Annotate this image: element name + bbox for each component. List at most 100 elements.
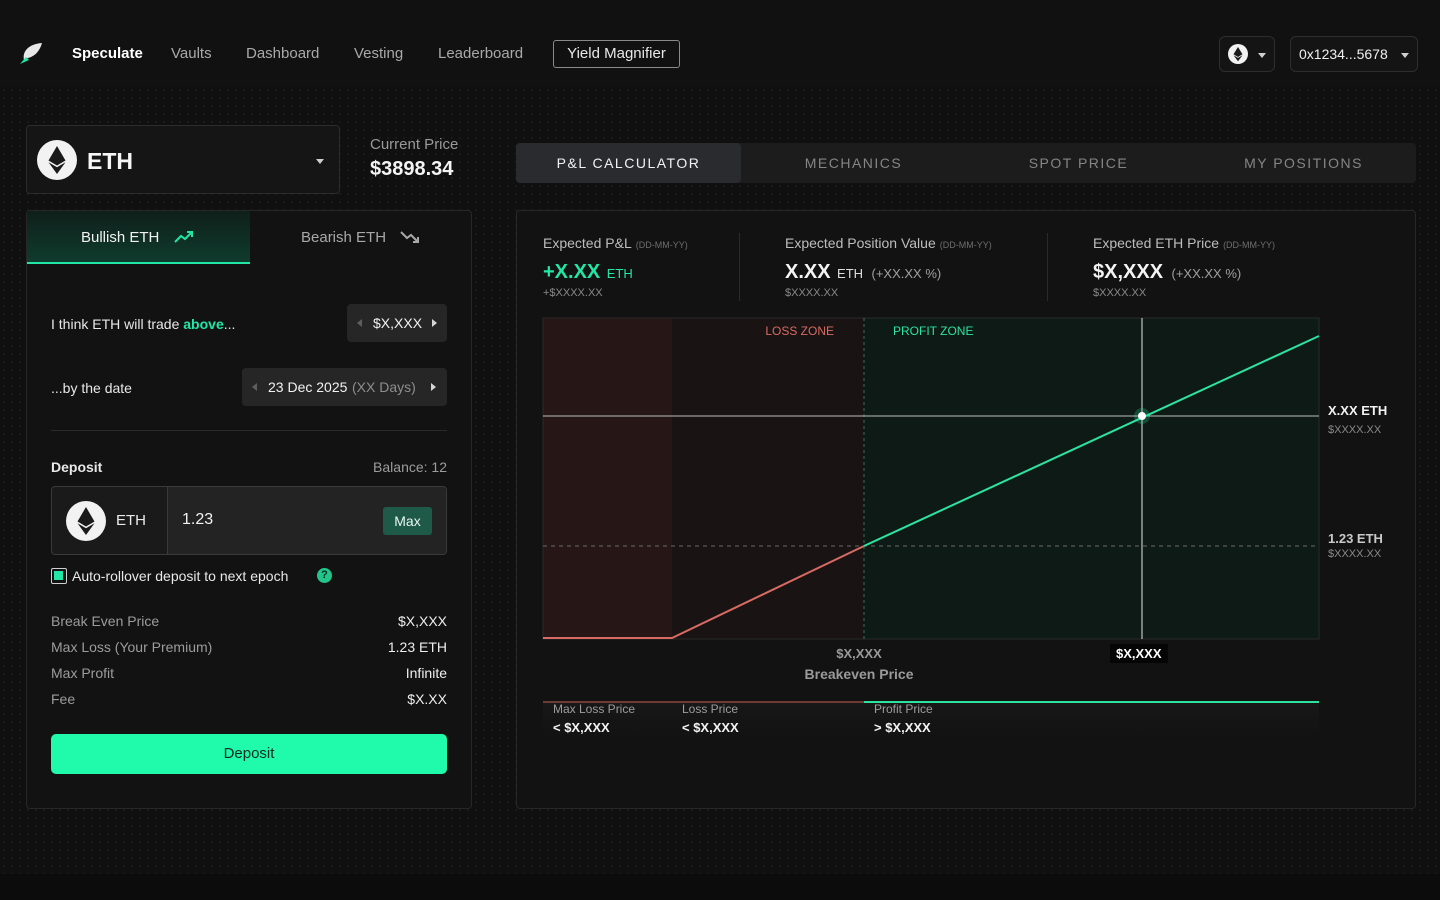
tab-spot-price[interactable]: SPOT PRICE [1028,155,1129,171]
loss-price-cell: Loss Price < $X,XXX [682,702,739,750]
trend-up-icon [174,231,193,243]
chart-frame [542,317,1320,640]
expected-pnl-amount: +X.XX [543,261,601,283]
expected-position-date: (DD-MM-YY) [939,240,992,250]
expiry-date-stepper[interactable]: 23 Dec 2025 (XX Days) [242,368,447,406]
summary-value-max-loss: 1.23 ETH [387,639,447,655]
profit-price-label: Profit Price [874,702,933,716]
checkbox-check-mark [54,571,63,580]
trend-down-icon [400,231,419,243]
pnl-payoff-chart[interactable]: LOSS ZONE PROFIT ZONE X.XX ETH $XXXX.XX … [517,211,1415,808]
trade-direction-text: I think ETH will trade above... [51,316,235,332]
app-logo-icon[interactable] [18,40,44,66]
wallet-account-button[interactable]: 0x1234...5678 [1290,36,1418,72]
deposit-amount-value: 1.23 [182,511,214,528]
max-loss-price-value: < $X,XXX [553,720,610,735]
deposit-amount-input[interactable]: 1.23 Max [168,487,446,554]
loss-price-label: Loss Price [682,702,739,716]
strike-price-stepper[interactable]: $X,XXX [347,304,447,342]
selected-point-handle[interactable] [1138,412,1146,420]
max-button[interactable]: Max [383,507,432,535]
expected-position-value: X.XX ETH (+XX.XX %) [785,261,941,284]
nav-leaderboard[interactable]: Leaderboard [438,45,524,62]
expected-position-pct: (+XX.XX %) [871,266,942,281]
expected-position-unit: ETH [837,266,864,281]
loss-price-value: < $X,XXX [682,720,739,735]
ethereum-icon [37,140,77,180]
max-loss-price-label: Max Loss Price [553,702,636,716]
nav-dashboard[interactable]: Dashboard [246,45,320,62]
loss-region [672,318,864,639]
breakeven-axis-label: Breakeven Price [805,666,914,682]
summary-value-break-even: $X,XXX [397,613,447,629]
chevron-down-icon [1401,53,1409,58]
profit-price-cell: Profit Price > $X,XXX [874,702,933,750]
profit-region [864,318,1319,639]
summary-value-max-profit: Infinite [405,665,447,681]
loss-zone-label: LOSS ZONE [765,324,834,338]
date-label: ...by the date [51,380,132,396]
expected-position-title: Expected Position Value (DD-MM-YY) [785,235,992,251]
help-icon[interactable]: ? [317,568,332,583]
deposit-asset-label: ETH [116,512,146,529]
tab-mechanics[interactable]: MECHANICS [804,155,903,171]
nav-speculate[interactable]: Speculate [72,45,143,62]
top-navigation-bar: Speculate Vaults Dashboard Vesting Leade… [0,0,1440,86]
next-date-icon[interactable] [431,383,436,391]
expected-pnl-title-text: Expected P&L [543,235,632,251]
summary-label-break-even: Break Even Price [51,613,160,629]
tab-pnl-calculator[interactable]: P&L CALCULATOR [516,143,741,183]
max-loss-region [543,318,672,639]
tab-bullish-label: Bullish ETH [81,229,160,246]
deposit-label: Deposit [51,459,103,475]
previous-date-icon[interactable] [252,383,257,391]
tab-my-positions[interactable]: MY POSITIONS [1244,155,1363,171]
selected-price-tick: $X,XXX [1110,644,1168,663]
auto-rollover-checkbox[interactable] [51,568,67,584]
trade-suffix: ... [223,316,236,332]
tab-bullish[interactable]: Bullish ETH [27,211,250,264]
chart-tab-bar: P&L CALCULATOR MECHANICS SPOT PRICE MY P… [516,143,1416,183]
expected-eth-price-usd: $XXXX.XX [1093,287,1147,299]
strike-price-value: $X,XXX [373,315,423,331]
selected-value-eth-label: X.XX ETH [1328,403,1387,418]
zone-bar-background [543,702,1319,752]
loss-payoff-line [543,545,865,639]
profit-zone-label: PROFIT ZONE [893,324,973,338]
decrease-arrow-icon[interactable] [357,319,362,327]
expected-eth-price-amount: $X,XXX [1093,261,1164,283]
auto-rollover-label: Auto-rollover deposit to next epoch [72,568,289,584]
deposit-button[interactable]: Deposit [51,734,447,774]
network-selector[interactable] [1219,36,1275,72]
stat-divider [1047,233,1048,301]
expected-position-usd: $XXXX.XX [785,287,839,299]
max-loss-price-cell: Max Loss Price < $X,XXX [553,702,635,750]
input-separator [167,487,168,554]
chevron-down-icon [316,159,324,164]
trade-prefix: I think ETH will trade [51,316,184,332]
expected-eth-price-title-text: Expected ETH Price [1093,235,1220,251]
increase-arrow-icon[interactable] [432,319,437,327]
summary-label-max-loss: Max Loss (Your Premium) [51,639,213,655]
tab-bearish[interactable]: Bearish ETH [250,211,472,264]
nav-yield-magnifier[interactable]: Yield Magnifier [553,40,680,68]
nav-vesting[interactable]: Vesting [354,45,404,62]
divider [51,430,447,431]
expected-pnl-unit: ETH [606,266,633,281]
asset-symbol: ETH [87,148,133,174]
expected-eth-price-title: Expected ETH Price (DD-MM-YY) [1093,235,1275,251]
expiry-date-value: 23 Dec 2025 [268,379,348,395]
asset-selector[interactable]: ETH [26,125,340,194]
profit-price-value: > $X,XXX [874,720,931,735]
ethereum-network-icon [1228,44,1248,64]
expected-pnl-date: (DD-MM-YY) [635,240,688,250]
order-panel: Bullish ETH Bearish ETH I think ETH will… [26,210,472,809]
summary-label-max-profit: Max Profit [51,665,115,681]
nav-vaults[interactable]: Vaults [171,45,212,62]
expected-eth-price-value: $X,XXX (+XX.XX %) [1093,261,1241,284]
breakeven-tick-label: $X,XXX [836,646,882,661]
wallet-address: 0x1234...5678 [1299,46,1388,62]
deposit-input-group: ETH 1.23 Max [51,486,447,555]
expected-position-title-text: Expected Position Value [785,235,936,251]
expiry-days: (XX Days) [352,379,416,395]
